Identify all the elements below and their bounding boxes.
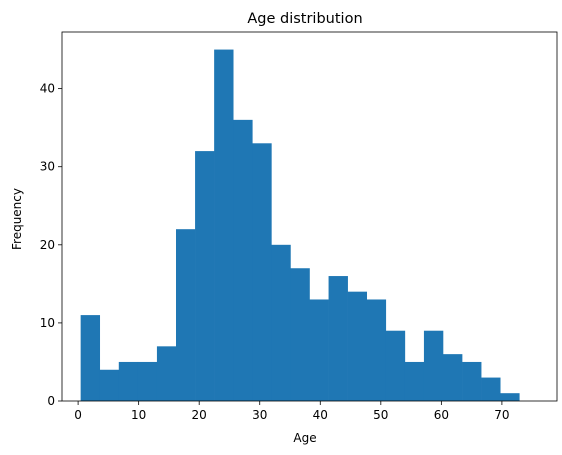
histogram-bar [80,315,101,401]
x-tick-label: 30 [252,408,267,422]
chart-title: Age distribution [247,11,362,27]
x-axis: 0 10 20 30 40 50 60 70 [74,401,510,422]
histogram-bar [423,330,444,401]
histogram-bar [195,151,215,401]
histogram-bar [290,268,310,401]
y-tick-label: 40 [40,82,55,96]
histogram-bar [214,49,234,401]
y-axis: 0 10 20 30 40 [40,82,62,408]
x-tick-label: 20 [192,408,207,422]
histogram-bar [137,361,158,401]
histogram-bar [271,244,291,401]
histogram-bar [500,393,520,401]
x-tick-label: 0 [74,408,82,422]
histogram-bar [309,299,329,401]
histogram-bar [481,377,501,401]
x-tick-label: 70 [494,408,509,422]
y-axis-title: Frequency [10,188,24,250]
y-tick-label: 0 [47,394,55,408]
bars-group [80,49,520,402]
histogram-bar [176,229,196,401]
histogram-bar [118,361,139,401]
y-tick-label: 10 [40,316,55,330]
x-axis-title: Age [293,431,316,445]
histogram-bar [156,346,177,401]
histogram-bar [404,361,425,401]
histogram-bar [462,361,482,401]
x-tick-label: 50 [373,408,388,422]
histogram-bar [347,291,368,401]
histogram-bar [443,354,463,401]
y-tick-label: 20 [40,238,55,252]
histogram-bar [233,119,253,402]
histogram-bar [252,143,272,402]
plot-frame [61,31,558,402]
y-tick-label: 30 [40,160,55,174]
x-tick-label: 60 [434,408,449,422]
x-tick-label: 40 [313,408,328,422]
x-tick-label: 10 [131,408,146,422]
histogram-bar [99,369,120,401]
histogram-bar [385,330,406,401]
histogram-bar [366,299,387,401]
histogram-bar [328,276,348,401]
